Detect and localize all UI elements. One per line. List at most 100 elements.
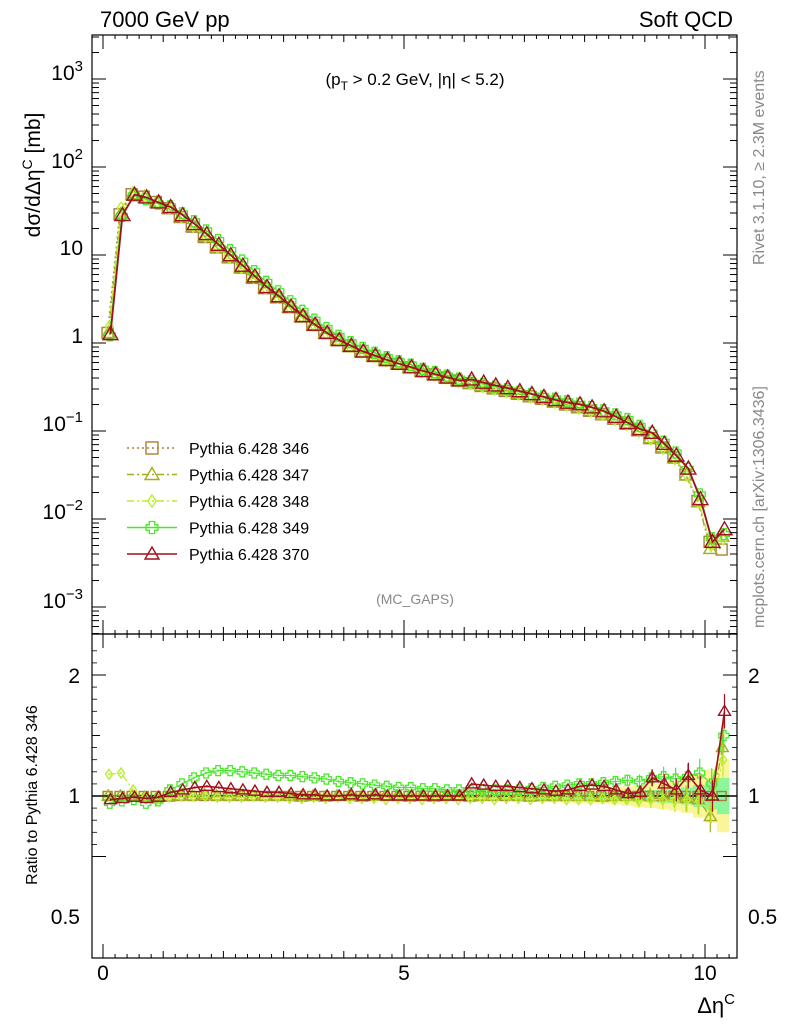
ratio-point-s370 <box>428 788 443 801</box>
main-point-s370 <box>703 532 722 549</box>
main-point-s370 <box>342 336 360 353</box>
ratio-point-s370 <box>717 703 732 716</box>
ratio-point-s349 <box>212 764 224 777</box>
ratio-point-s348 <box>200 789 210 803</box>
ratio-point-s346 <box>680 790 691 802</box>
y-tick-label-1em2: 10−2 <box>43 497 83 524</box>
ratio-point-s348 <box>610 793 620 806</box>
ratio-point-s349 <box>236 766 248 778</box>
main-point-s370 <box>438 368 457 384</box>
ratio-y-tick-labels: 2 1 0.5 2 1 0.5 <box>51 665 777 929</box>
ratio-point-s348 <box>285 792 294 805</box>
ratio-point-s348 <box>706 801 716 815</box>
ratio-point-s348 <box>634 794 644 808</box>
ratio-point-s370 <box>548 783 564 796</box>
main-point-s370 <box>450 371 469 387</box>
ratio-point-s370 <box>235 782 251 795</box>
ratio-point-s370 <box>657 776 672 789</box>
ratio-point-s370 <box>199 778 215 792</box>
ratio-point-s349 <box>200 767 212 779</box>
ratio-y-tick-label-0.5-right: 0.5 <box>748 906 777 929</box>
ratio-point-s370 <box>476 777 491 790</box>
main-point-s370 <box>643 423 661 439</box>
ratio-point-s348 <box>261 790 270 804</box>
x-axis-label: ΔηC <box>697 991 735 1018</box>
x-tick-label-5: 5 <box>398 962 410 985</box>
ratio-point-s348 <box>586 793 595 806</box>
ratio-point-s349 <box>320 773 333 785</box>
ratio-point-s370 <box>681 768 696 781</box>
ratio-point-s370 <box>536 782 552 795</box>
main-point-s370 <box>198 225 216 241</box>
x-tick-label-10: 10 <box>693 962 716 985</box>
ratio-point-s370 <box>693 782 708 795</box>
ratio-point-s347 <box>703 809 718 822</box>
main-point-s370 <box>474 373 493 389</box>
ratio-point-s370 <box>103 792 118 805</box>
ratio-point-s349 <box>260 768 272 780</box>
header-right-label: Soft QCD <box>639 7 733 32</box>
legend-label-s370: Pythia 6.428 370 <box>189 547 309 564</box>
y-tick-label-1: 1 <box>71 325 83 348</box>
main-point-s370 <box>318 324 336 340</box>
ratio-point-s347 <box>522 789 537 802</box>
ratio-point-s349 <box>633 775 646 788</box>
ratio-point-s370 <box>620 786 636 799</box>
ratio-point-s349 <box>694 767 706 779</box>
ratio-point-s349 <box>224 764 236 777</box>
analysis-label: (MC_GAPS) <box>376 591 454 607</box>
main-point-s370 <box>559 393 577 409</box>
main-point-s370 <box>462 370 481 386</box>
ratio-point-s370 <box>163 785 178 798</box>
y-tick-label-1e2: 102 <box>51 146 83 173</box>
x-tick-labels: 0 5 10 <box>97 962 717 985</box>
ratio-point-s370 <box>645 770 660 783</box>
ratio-point-s348 <box>562 793 571 806</box>
legend-marker-s348 <box>146 493 158 509</box>
ratio-y-tick-label-1-right: 1 <box>748 785 760 808</box>
ratio-point-s347 <box>606 788 622 801</box>
ratio-point-s348 <box>237 790 246 804</box>
main-point-s370 <box>619 414 637 430</box>
main-point-s370 <box>655 434 674 451</box>
ratio-point-s348 <box>225 790 234 804</box>
ratio-point-s348 <box>213 790 222 804</box>
ratio-point-s348 <box>297 792 307 805</box>
main-point-s346 <box>715 543 728 556</box>
ratio-y-tick-label-0.5: 0.5 <box>51 906 80 929</box>
main-point-s349 <box>127 189 140 202</box>
ratio-point-s348 <box>249 789 258 803</box>
ratio-point-s349 <box>501 784 513 796</box>
ratio-point-s349 <box>489 784 501 796</box>
ratio-point-s348 <box>526 793 535 806</box>
main-line-s370 <box>109 193 726 544</box>
ratio-point-s370 <box>596 778 612 792</box>
ratio-point-s370 <box>151 789 166 802</box>
main-point-s370 <box>294 307 312 323</box>
ratio-point-s370 <box>259 785 275 798</box>
ratio-point-s370 <box>307 787 323 800</box>
source-label: mcplots.cern.ch [arXiv:1306.3436] <box>751 386 768 628</box>
legend-marker-s346 <box>145 441 159 455</box>
ratio-plot-series <box>92 694 737 833</box>
ratio-point-s370 <box>368 787 383 800</box>
ratio-point-s348 <box>718 753 728 766</box>
ratio-y-tick-label-2: 2 <box>68 665 80 688</box>
ratio-point-s348 <box>465 792 475 805</box>
ratio-point-s348 <box>670 794 680 808</box>
main-point-s348 <box>116 200 126 215</box>
main-point-s370 <box>282 297 300 313</box>
main-point-s370 <box>523 385 541 401</box>
y-tick-label-1em3: 10−3 <box>43 586 83 613</box>
ratio-point-s370 <box>211 780 227 793</box>
ratio-point-s370 <box>705 788 720 801</box>
ratio-axis-ticks <box>92 634 737 958</box>
ratio-point-s370 <box>560 782 576 795</box>
ratio-point-s370 <box>632 785 648 798</box>
ratio-point-s370 <box>416 788 431 801</box>
ratio-point-s370 <box>127 789 142 802</box>
ratio-point-s370 <box>404 788 419 801</box>
ratio-line-s348 <box>108 759 724 810</box>
ratio-point-s370 <box>271 785 287 798</box>
main-point-s370 <box>161 198 180 214</box>
